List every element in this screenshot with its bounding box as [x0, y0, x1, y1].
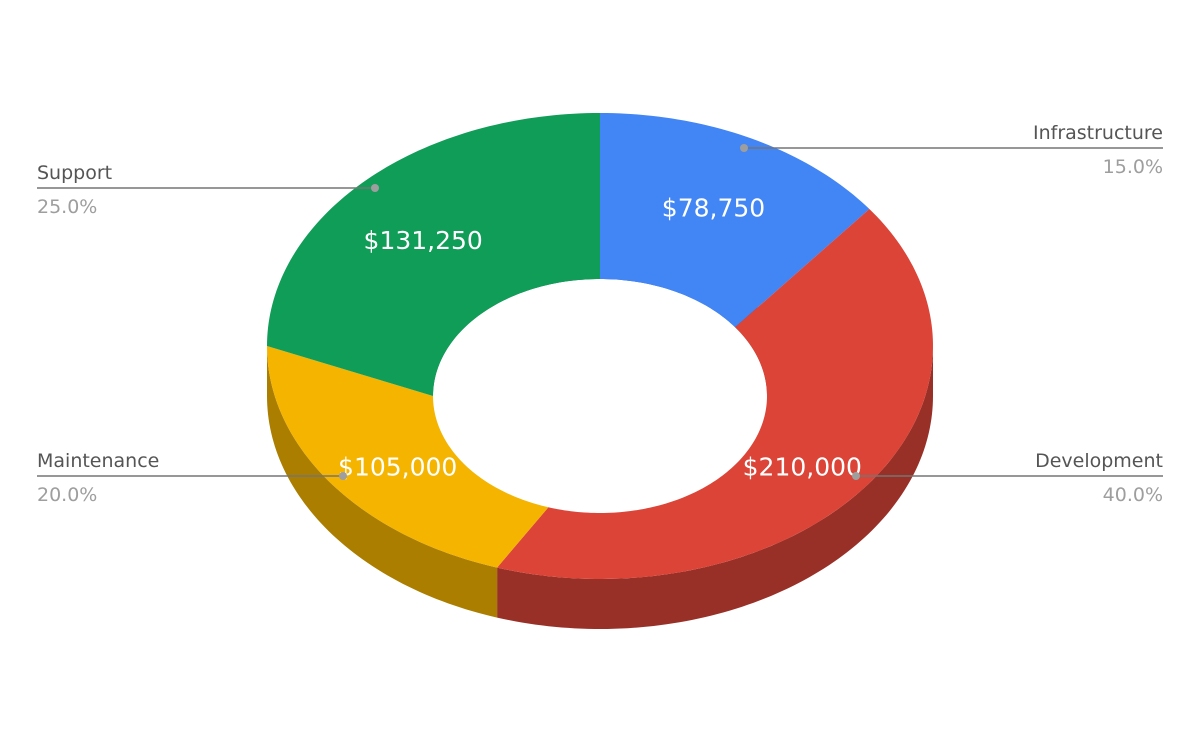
callout-dot-support: [371, 184, 379, 192]
slice-development: [497, 209, 933, 580]
callout-dot-infrastructure: [740, 144, 748, 152]
value-label-development: $210,000: [743, 452, 862, 481]
side-wall-development: [497, 346, 933, 629]
value-label-support: $131,250: [364, 226, 483, 255]
callout-name-maintenance: Maintenance: [37, 450, 159, 472]
callout-percent-infrastructure: 15.0%: [1103, 156, 1163, 178]
callout-dot-development: [852, 472, 860, 480]
callout-name-development: Development: [1035, 450, 1163, 472]
slice-infrastructure: [600, 113, 870, 328]
donut-top-faces: [267, 113, 933, 580]
value-label-infrastructure: $78,750: [662, 194, 765, 223]
callout-percent-maintenance: 20.0%: [37, 484, 97, 506]
side-wall-maintenance: [267, 346, 498, 618]
callout-name-support: Support: [37, 162, 112, 184]
slice-support: [267, 113, 600, 396]
callout-dot-maintenance: [339, 472, 347, 480]
callouts: Infrastructure 15.0% Development 40.0% Maint…: [37, 122, 1163, 506]
value-label-maintenance: $105,000: [338, 452, 457, 481]
callout-percent-support: 25.0%: [37, 196, 97, 218]
slice-maintenance: [267, 346, 549, 568]
value-labels: $78,750 $210,000 $105,000 $131,250: [338, 194, 862, 482]
callout-percent-development: 40.0%: [1103, 484, 1163, 506]
callout-name-infrastructure: Infrastructure: [1033, 122, 1163, 144]
